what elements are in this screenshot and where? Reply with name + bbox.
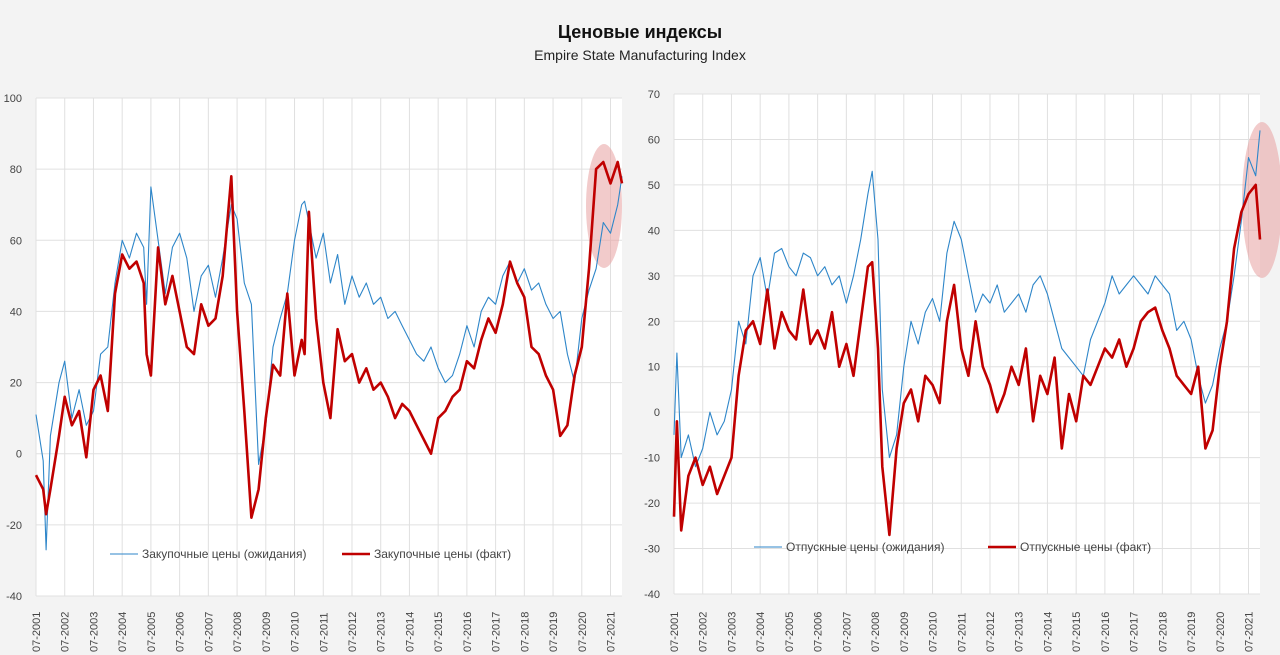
purchase-x-tick-label: 07-2016 <box>462 612 474 652</box>
selling-x-tick-label: 07-2018 <box>1157 612 1169 652</box>
selling-x-tick-label: 07-2015 <box>1071 612 1083 652</box>
selling-plot-area <box>674 94 1260 594</box>
selling-x-tick-label: 07-2008 <box>870 612 882 652</box>
purchase-x-tick-label: 07-2015 <box>433 612 445 652</box>
selling-x-tick-label: 07-2007 <box>841 612 853 652</box>
purchase-x-tick-label: 07-2002 <box>60 612 72 652</box>
purchase-x-tick-label: 07-2006 <box>175 612 187 652</box>
purchase-y-tick-label: 0 <box>16 449 22 461</box>
selling-y-tick-label: 0 <box>654 407 660 419</box>
selling-legend-label: Отпускные цены (факт) <box>1020 540 1151 554</box>
left-chart-purchase-prices: 100 80 60 40 20 0 -20 -40 07-2001 07-2002 07-2003 0… <box>4 93 624 652</box>
purchase-x-tick-label: 07-2014 <box>404 612 416 652</box>
purchase-plot-area <box>36 98 622 596</box>
purchase-y-tick-label: 80 <box>10 164 22 176</box>
purchase-legend-label: Закупочные цены (факт) <box>374 547 511 561</box>
purchase-y-tick-label: 40 <box>10 306 22 318</box>
purchase-x-tick-label: 07-2009 <box>261 612 273 652</box>
purchase-x-tick-label: 07-2008 <box>232 612 244 652</box>
selling-x-tick-label: 07-2017 <box>1129 612 1141 652</box>
selling-y-tick-label: -40 <box>644 589 660 601</box>
purchase-y-tick-label: -20 <box>6 520 22 532</box>
purchase-x-tick-label: 07-2012 <box>347 612 359 652</box>
title-block: Ценовые индексы Empire State Manufacturi… <box>0 20 1280 66</box>
selling-x-tick-label: 07-2021 <box>1244 612 1256 652</box>
selling-y-tick-label: 40 <box>648 225 660 237</box>
purchase-x-tick-label: 07-2011 <box>318 612 330 652</box>
purchase-x-tick-label: 07-2005 <box>146 612 158 652</box>
selling-x-tick-label: 07-2006 <box>813 612 825 652</box>
purchase-series-expected-line <box>35 176 623 551</box>
selling-y-tick-label: -30 <box>644 544 660 556</box>
selling-x-tick-label: 07-2020 <box>1215 612 1227 652</box>
selling-x-tick-label: 07-2016 <box>1100 612 1112 652</box>
selling-x-tick-label: 07-2013 <box>1014 612 1026 652</box>
selling-y-tick-label: 70 <box>648 89 660 101</box>
selling-y-tick-label: 30 <box>648 271 660 283</box>
selling-y-tick-label: 20 <box>648 316 660 328</box>
purchase-series-actual-line <box>34 160 624 520</box>
selling-x-tick-label: 07-2011 <box>956 612 968 652</box>
purchase-y-tick-label: 100 <box>4 93 22 105</box>
selling-x-tick-label: 07-2014 <box>1042 612 1054 652</box>
selling-x-tick-label: 07-2001 <box>669 612 681 652</box>
selling-legend-label: Отпускные цены (ожидания) <box>786 540 944 554</box>
selling-x-tick-label: 07-2009 <box>899 612 911 652</box>
selling-x-tick-label: 07-2010 <box>928 612 940 652</box>
purchase-y-tick-label: 60 <box>10 235 22 247</box>
selling-y-tick-label: 50 <box>648 180 660 192</box>
selling-x-tick-label: 07-2002 <box>698 612 710 652</box>
selling-x-tick-label: 07-2004 <box>755 612 767 652</box>
selling-y-tick-label: 60 <box>648 134 660 146</box>
purchase-x-tick-label: 07-2017 <box>491 612 503 652</box>
purchase-y-tick-label: 20 <box>10 378 22 390</box>
purchase-legend-label: Закупочные цены (ожидания) <box>142 547 307 561</box>
purchase-x-tick-label: 07-2001 <box>31 612 43 652</box>
right-chart-selling-prices: 70 60 50 40 30 20 10 0 -10 -20 -30 -40 07-2001 07-200… <box>644 89 1280 652</box>
purchase-x-tick-label: 07-2003 <box>88 612 100 652</box>
chart-subtitle: Empire State Manufacturing Index <box>534 47 746 63</box>
purchase-x-tick-label: 07-2010 <box>290 612 302 652</box>
purchase-x-tick-label: 07-2013 <box>376 612 388 652</box>
selling-highlight-ellipse <box>1242 122 1280 278</box>
purchase-x-tick-label: 07-2007 <box>203 612 215 652</box>
purchase-x-tick-label: 07-2018 <box>519 612 531 652</box>
purchase-x-tick-label: 07-2004 <box>117 612 129 652</box>
selling-x-tick-label: 07-2005 <box>784 612 796 652</box>
selling-x-tick-label: 07-2012 <box>985 612 997 652</box>
selling-x-tick-label: 07-2019 <box>1186 612 1198 652</box>
purchase-x-tick-label: 07-2021 <box>606 612 618 652</box>
selling-y-tick-label: 10 <box>648 362 660 374</box>
chart-title: Ценовые индексы <box>557 22 723 42</box>
purchase-y-tick-label: -40 <box>6 591 22 603</box>
purchase-x-tick-label: 07-2019 <box>548 612 560 652</box>
selling-y-tick-label: -20 <box>644 498 660 510</box>
purchase-x-tick-label: 07-2020 <box>577 612 589 652</box>
selling-x-tick-label: 07-2003 <box>726 612 738 652</box>
selling-y-tick-label: -10 <box>644 453 660 465</box>
